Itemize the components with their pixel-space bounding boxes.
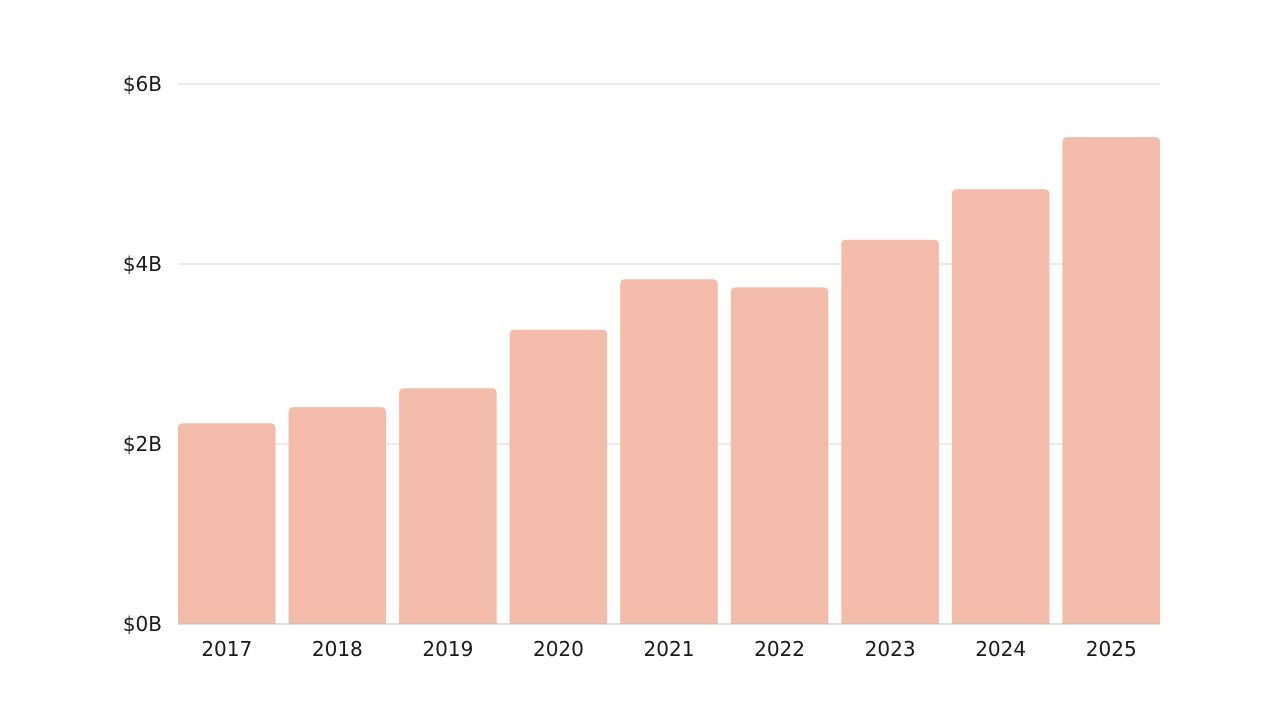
bar-2024 [951, 189, 1050, 625]
y-tick-label: $0B [123, 612, 162, 636]
x-tick-label: 2022 [754, 637, 805, 661]
bar-2025 [1062, 137, 1160, 624]
x-tick-label: 2025 [1086, 637, 1137, 661]
x-tick-label: 2017 [201, 637, 252, 661]
y-tick-label: $4B [123, 252, 162, 276]
x-axis-ticks: 2017 2018 2019 2020 2021 2022 2023 2024 2025 [201, 637, 1136, 661]
bar-2023 [841, 239, 939, 624]
bar-2018 [288, 407, 387, 624]
bar-2020 [509, 329, 608, 624]
y-tick-label: $2B [123, 432, 162, 456]
x-tick-label: 2023 [865, 637, 916, 661]
x-tick-label: 2024 [975, 637, 1026, 661]
x-tick-label: 2020 [533, 637, 584, 661]
x-tick-label: 2021 [644, 637, 695, 661]
y-axis-ticks: $0B $2B $4B $6B [123, 72, 162, 636]
x-tick-label: 2019 [422, 637, 473, 661]
bars [178, 137, 1160, 625]
y-tick-label: $6B [123, 72, 162, 96]
x-tick-label: 2018 [312, 637, 363, 661]
bar-2019 [399, 388, 497, 624]
bar-2017 [178, 423, 276, 624]
bar-2022 [730, 287, 829, 624]
bar-2021 [620, 279, 718, 624]
